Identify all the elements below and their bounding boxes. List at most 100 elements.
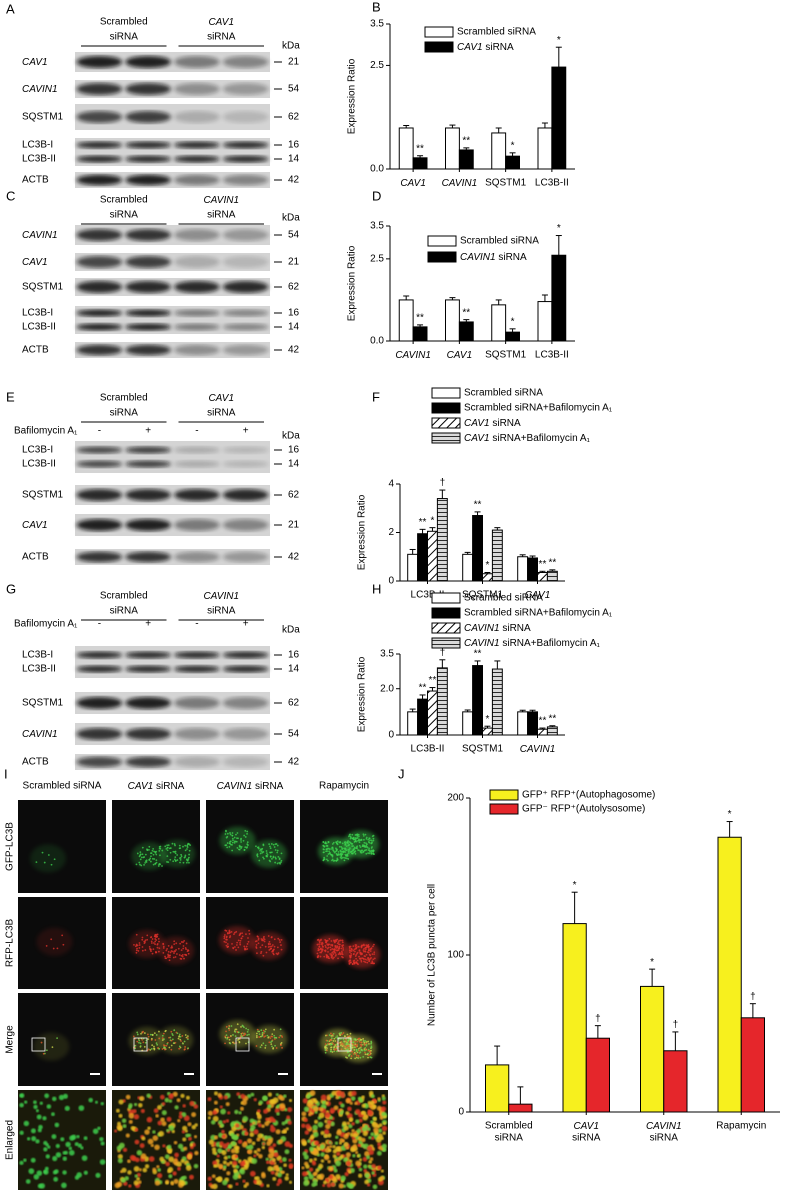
punctum xyxy=(284,1141,291,1148)
bar xyxy=(482,573,493,582)
legend-label: CAV1 siRNA+Bafilomycin A₁ xyxy=(464,433,591,444)
punctum xyxy=(317,947,320,950)
punctum xyxy=(266,1034,269,1037)
legend-label: Scrambled siRNA xyxy=(464,593,543,604)
punctum xyxy=(220,1123,225,1128)
punctum xyxy=(255,845,257,848)
punctum xyxy=(347,1048,349,1051)
punctum xyxy=(351,1041,354,1044)
significance-marker: * xyxy=(485,714,489,725)
punctum xyxy=(213,1100,218,1105)
punctum xyxy=(351,1128,355,1133)
punctum xyxy=(186,859,189,862)
punctum xyxy=(166,849,169,852)
band xyxy=(173,111,220,123)
y-tick-label: 0 xyxy=(388,576,394,587)
punctum xyxy=(81,1155,88,1161)
punctum xyxy=(127,1159,131,1164)
punctum xyxy=(340,1175,346,1181)
punctum xyxy=(265,852,268,855)
punctum xyxy=(358,949,361,952)
significance-marker: ** xyxy=(548,557,556,568)
punctum xyxy=(36,1114,42,1120)
punctum xyxy=(35,1109,39,1113)
punctum xyxy=(316,943,319,946)
bar xyxy=(663,1050,688,1113)
punctum xyxy=(383,1115,387,1119)
punctum xyxy=(352,949,355,952)
punctum xyxy=(327,859,329,862)
punctum xyxy=(225,829,227,832)
punctum xyxy=(335,1135,339,1139)
band xyxy=(76,256,123,268)
treatment-sign: + xyxy=(145,426,151,437)
punctum xyxy=(156,1165,160,1169)
band xyxy=(173,756,220,768)
punctum xyxy=(343,1125,349,1131)
punctum xyxy=(345,1152,351,1158)
punctum xyxy=(326,955,329,958)
punctum xyxy=(174,1152,179,1158)
punctum xyxy=(171,1032,174,1035)
x-tick-label: SQSTM1 xyxy=(485,350,527,361)
punctum xyxy=(265,1157,269,1162)
punctum xyxy=(146,934,149,937)
punctum xyxy=(270,947,272,950)
punctum xyxy=(314,1119,319,1124)
punctum xyxy=(372,853,375,855)
punctum xyxy=(138,1102,143,1108)
group-label: siRNA xyxy=(207,32,236,43)
punctum xyxy=(246,832,248,835)
kda-value: 16 xyxy=(288,140,300,151)
punctum xyxy=(151,849,154,852)
punctum xyxy=(245,1145,250,1150)
punctum xyxy=(150,855,152,858)
protein-label: SQSTM1 xyxy=(22,112,64,123)
punctum xyxy=(178,1047,181,1050)
punctum xyxy=(333,1037,336,1040)
punctum xyxy=(363,958,365,960)
punctum xyxy=(340,855,343,857)
band xyxy=(76,460,123,468)
punctum xyxy=(350,947,353,950)
punctum xyxy=(273,1028,276,1031)
punctum xyxy=(357,835,360,838)
punctum xyxy=(365,953,368,956)
band xyxy=(173,141,220,149)
punctum xyxy=(364,1053,367,1056)
punctum xyxy=(162,943,165,946)
band xyxy=(125,281,172,293)
punctum xyxy=(238,1040,241,1043)
punctum xyxy=(185,861,188,864)
punctum xyxy=(261,944,264,947)
punctum xyxy=(141,949,144,952)
punctum xyxy=(350,1055,353,1057)
punctum xyxy=(255,1045,258,1047)
punctum xyxy=(26,1137,31,1141)
column-label: CAVIN1 siRNA xyxy=(217,781,284,792)
punctum xyxy=(250,1124,256,1131)
panel-label: D xyxy=(372,188,381,203)
punctum xyxy=(354,944,357,946)
punctum xyxy=(257,846,260,849)
punctum xyxy=(118,1113,123,1118)
punctum xyxy=(134,1044,137,1047)
kda-value: 21 xyxy=(288,257,300,268)
punctum xyxy=(173,858,176,861)
punctum xyxy=(303,1106,310,1112)
punctum xyxy=(321,942,324,945)
punctum xyxy=(257,1119,261,1124)
punctum xyxy=(234,1109,239,1115)
punctum xyxy=(312,1124,318,1131)
punctum xyxy=(158,1130,165,1137)
punctum xyxy=(277,855,280,858)
punctum xyxy=(50,863,53,866)
punctum xyxy=(351,1046,354,1049)
legend-swatch xyxy=(427,251,457,263)
zoom-box xyxy=(235,1037,250,1052)
punctum xyxy=(324,1043,327,1046)
punctum xyxy=(278,939,281,941)
punctum xyxy=(173,940,176,943)
punctum xyxy=(167,956,169,959)
punctum xyxy=(264,1044,267,1047)
